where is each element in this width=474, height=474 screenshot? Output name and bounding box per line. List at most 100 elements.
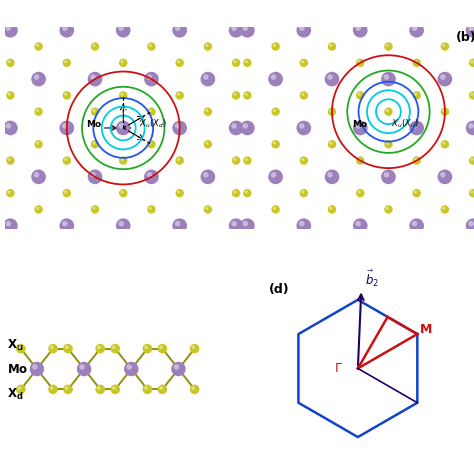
- Circle shape: [8, 158, 11, 161]
- Circle shape: [64, 158, 67, 161]
- Circle shape: [233, 60, 237, 63]
- Circle shape: [95, 344, 105, 354]
- Circle shape: [62, 123, 67, 129]
- Circle shape: [386, 11, 389, 14]
- Circle shape: [441, 42, 449, 51]
- Circle shape: [441, 238, 449, 246]
- Text: $\Gamma$: $\Gamma$: [334, 362, 343, 375]
- Circle shape: [34, 108, 43, 116]
- Circle shape: [243, 91, 252, 100]
- Circle shape: [64, 92, 67, 96]
- Circle shape: [412, 123, 418, 129]
- Circle shape: [147, 140, 155, 148]
- Circle shape: [63, 59, 71, 67]
- Circle shape: [205, 44, 208, 47]
- Circle shape: [414, 255, 417, 259]
- Circle shape: [328, 10, 336, 18]
- Circle shape: [77, 362, 91, 376]
- Circle shape: [273, 109, 276, 112]
- Circle shape: [6, 189, 15, 197]
- Circle shape: [119, 0, 128, 2]
- Circle shape: [356, 26, 361, 31]
- Circle shape: [245, 191, 248, 193]
- Circle shape: [412, 221, 418, 227]
- Circle shape: [112, 386, 116, 390]
- Circle shape: [357, 158, 361, 161]
- Circle shape: [149, 11, 152, 14]
- Circle shape: [440, 172, 446, 178]
- Circle shape: [144, 170, 159, 184]
- Circle shape: [173, 364, 179, 370]
- Circle shape: [240, 219, 255, 233]
- Circle shape: [159, 386, 163, 390]
- Circle shape: [232, 189, 240, 197]
- Circle shape: [6, 91, 15, 100]
- Circle shape: [233, 191, 237, 193]
- Circle shape: [271, 172, 276, 178]
- Circle shape: [356, 59, 365, 67]
- Circle shape: [143, 344, 152, 354]
- Circle shape: [204, 238, 212, 246]
- Circle shape: [16, 344, 26, 354]
- Circle shape: [245, 92, 248, 96]
- Circle shape: [356, 123, 361, 129]
- Circle shape: [144, 72, 159, 86]
- Circle shape: [233, 158, 237, 161]
- Circle shape: [8, 255, 11, 259]
- Circle shape: [329, 11, 332, 14]
- Circle shape: [36, 239, 39, 242]
- Circle shape: [272, 140, 280, 148]
- Circle shape: [356, 254, 365, 263]
- Circle shape: [384, 10, 392, 18]
- Circle shape: [177, 255, 180, 259]
- Circle shape: [63, 254, 71, 263]
- Circle shape: [470, 92, 474, 96]
- Circle shape: [50, 346, 54, 349]
- Circle shape: [271, 74, 276, 80]
- Circle shape: [468, 221, 474, 227]
- Circle shape: [95, 384, 105, 394]
- Circle shape: [175, 59, 184, 67]
- Circle shape: [18, 346, 21, 349]
- Circle shape: [384, 140, 392, 148]
- Circle shape: [204, 140, 212, 148]
- Circle shape: [175, 123, 181, 129]
- Circle shape: [328, 238, 336, 246]
- Circle shape: [92, 11, 95, 14]
- Circle shape: [90, 74, 96, 80]
- Text: (d): (d): [269, 283, 289, 296]
- Circle shape: [296, 219, 311, 233]
- Circle shape: [62, 221, 67, 227]
- Circle shape: [469, 91, 474, 100]
- Circle shape: [469, 156, 474, 165]
- Circle shape: [245, 60, 248, 63]
- Circle shape: [149, 44, 152, 47]
- Circle shape: [357, 92, 361, 96]
- Circle shape: [149, 239, 152, 242]
- Circle shape: [329, 239, 332, 242]
- Circle shape: [383, 74, 389, 80]
- Circle shape: [232, 254, 240, 263]
- Circle shape: [8, 191, 11, 193]
- Circle shape: [273, 207, 276, 210]
- Circle shape: [144, 346, 148, 349]
- Circle shape: [441, 205, 449, 214]
- Circle shape: [124, 362, 138, 376]
- Circle shape: [6, 59, 15, 67]
- Circle shape: [329, 207, 332, 210]
- Circle shape: [116, 121, 130, 135]
- Circle shape: [273, 11, 276, 14]
- Circle shape: [441, 10, 449, 18]
- Circle shape: [470, 60, 474, 63]
- Circle shape: [469, 59, 474, 67]
- Circle shape: [356, 221, 361, 227]
- Circle shape: [386, 109, 389, 112]
- Circle shape: [90, 172, 96, 178]
- Circle shape: [438, 72, 452, 86]
- Circle shape: [468, 26, 474, 31]
- Circle shape: [205, 11, 208, 14]
- Circle shape: [173, 121, 187, 135]
- Circle shape: [32, 364, 37, 370]
- Circle shape: [300, 189, 308, 197]
- Circle shape: [127, 364, 132, 370]
